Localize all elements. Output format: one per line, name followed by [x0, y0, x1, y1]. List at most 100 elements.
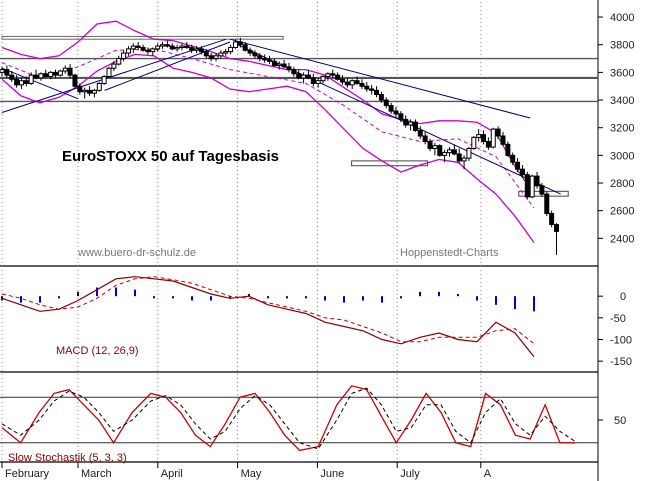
candle-body-47: [228, 46, 234, 53]
candle-body-95: [461, 157, 467, 162]
candle-body-89: [432, 145, 438, 149]
candle-body-99: [481, 134, 487, 143]
price-ytick-label-4: 3200: [610, 123, 634, 135]
x-tick-label-0: February: [5, 468, 50, 480]
price-ytick-label-8: 2400: [610, 233, 634, 245]
candle-body-57: [276, 63, 282, 66]
x-tick-label-6: A: [484, 468, 492, 480]
candle-body-85: [412, 121, 418, 131]
candle-body-93: [451, 149, 457, 155]
price-ytick-label-1: 3800: [610, 40, 634, 52]
macd-hist-bar-24: [457, 294, 459, 297]
macd-ytick-label-0: 0: [620, 291, 626, 303]
macd-hist-bar-18: [343, 296, 345, 303]
candle-body-64: [310, 77, 316, 84]
candle-body-73: [354, 80, 360, 84]
trendline-2: [229, 38, 531, 119]
candle-body-7: [33, 74, 39, 79]
candle-body-55: [267, 59, 273, 62]
candle-body-37: [179, 45, 185, 48]
x-tick-label-4: June: [320, 468, 344, 480]
candle-body-16: [77, 85, 83, 93]
candle-body-78: [378, 94, 384, 101]
candle-body-26: [125, 48, 131, 54]
candle-body-3: [14, 78, 20, 86]
candle-body-0: [0, 69, 5, 73]
macd-hist-bar-17: [324, 296, 326, 301]
candle-body-96: [466, 147, 472, 159]
price-ytick-label-7: 2600: [610, 206, 634, 218]
macd-hist-bar-11: [210, 296, 212, 301]
bollinger-lower: [1, 53, 535, 243]
macd-hist-bar-27: [514, 296, 516, 310]
candle-body-91: [442, 152, 448, 156]
macd-hist-bar-21: [400, 296, 402, 299]
candle-body-19: [91, 89, 97, 94]
candle-body-11: [53, 71, 59, 76]
macd-ytick-label-2: -100: [610, 335, 632, 347]
candle-body-71: [344, 81, 350, 86]
candle-body-25: [121, 52, 127, 60]
candle-body-8: [38, 73, 44, 79]
macd-hist-bar-28: [533, 296, 535, 312]
candle-body-113: [549, 212, 555, 226]
candle-body-43: [208, 55, 214, 60]
candle-body-86: [417, 129, 423, 137]
macd-hist-bar-4: [77, 291, 79, 297]
price-ytick-label-2: 3600: [610, 67, 634, 79]
macd-hist-bar-16: [305, 296, 307, 299]
candle-body-82: [398, 113, 404, 120]
candle-body-5: [23, 80, 29, 84]
candle-body-51: [247, 49, 253, 54]
candle-body-58: [281, 63, 287, 68]
candle-body-40: [194, 48, 200, 51]
candle-body-90: [437, 145, 443, 156]
stoch-d-line: [1, 387, 576, 450]
x-tick-label-1: March: [81, 468, 112, 480]
candle-body-110: [534, 175, 540, 187]
candle-body-59: [286, 66, 292, 71]
axes-layer: February March April May June July A 4000 3800 36…: [1, 12, 634, 480]
candle-body-28: [135, 45, 141, 48]
candle-body-13: [62, 67, 68, 72]
candle-body-62: [301, 74, 307, 79]
candle-body-66: [320, 76, 326, 82]
macd-signal: [1, 276, 535, 345]
candle-body-42: [203, 51, 209, 57]
candle-body-24: [116, 58, 122, 65]
candle-body-32: [155, 45, 161, 50]
macd-hist-bar-3: [58, 296, 60, 299]
candle-body-56: [271, 60, 277, 66]
candle-body-2: [9, 74, 15, 80]
macd-hist-bar-20: [381, 296, 383, 303]
candle-body-4: [18, 80, 24, 86]
x-tick-label-2: April: [161, 468, 183, 480]
moving-average: [1, 48, 535, 209]
candle-body-94: [456, 153, 462, 162]
candle-body-67: [325, 73, 331, 78]
candle-body-36: [174, 46, 180, 50]
credit-left: www.buero-dr-schulz.de: [77, 247, 196, 259]
candle-body-84: [408, 121, 414, 126]
candle-body-63: [305, 74, 311, 79]
candle-body-39: [189, 46, 195, 51]
bollinger-upper: [1, 20, 535, 195]
candle-body-29: [140, 46, 146, 51]
x-tick-label-3: May: [241, 468, 262, 480]
candle-body-1: [4, 69, 10, 76]
candle-body-92: [446, 149, 452, 154]
candle-body-10: [48, 71, 54, 78]
candle-body-41: [198, 48, 204, 53]
macd-hist-bar-1: [20, 296, 22, 303]
macd-hist-bar-8: [153, 296, 155, 299]
candle-body-72: [349, 80, 355, 86]
macd-layer: [1, 276, 535, 358]
macd-hist-bar-2: [39, 296, 41, 303]
candles-layer: [0, 37, 559, 255]
trendline-1: [104, 41, 231, 91]
candle-body-108: [524, 174, 530, 198]
candle-body-74: [359, 82, 365, 87]
candle-body-97: [471, 136, 477, 149]
macd-ytick-label-1: -50: [610, 313, 626, 325]
